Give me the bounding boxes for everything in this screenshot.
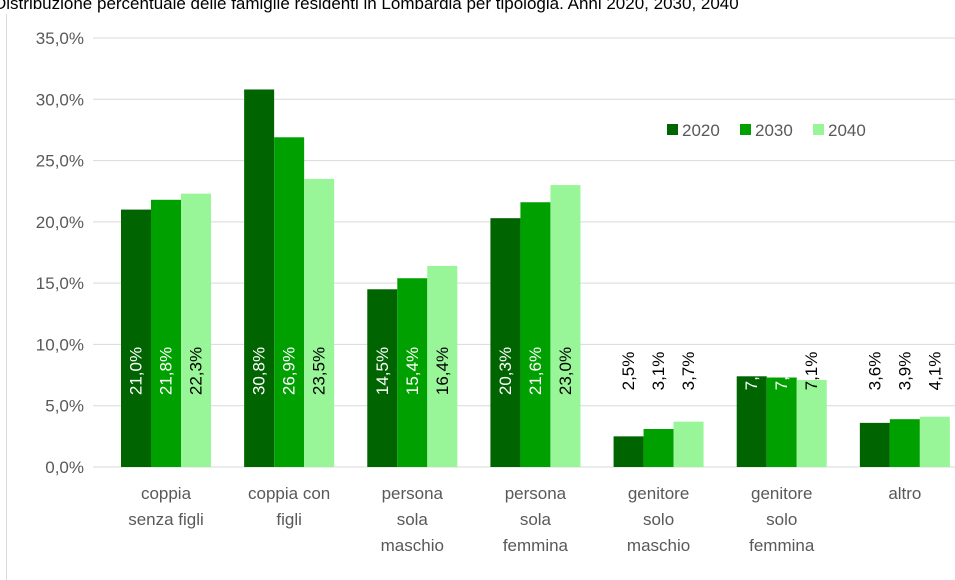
bar-2020 [367, 289, 398, 467]
legend-label: 2020 [682, 121, 720, 140]
data-label: 4,1% [925, 352, 944, 391]
data-label: 15,4% [403, 347, 422, 395]
data-label: 16,4% [433, 347, 452, 395]
y-tick-label: 0,0% [45, 458, 84, 477]
bar-2020 [859, 422, 890, 467]
y-tick-label: 25,0% [36, 152, 84, 171]
bar-2040 [304, 178, 335, 467]
data-label: 3,7% [679, 352, 698, 391]
data-label: 2,5% [619, 352, 638, 391]
x-axis-categories: coppia senza figli coppia con figli persona s… [128, 484, 921, 555]
legend-label: 2040 [828, 121, 866, 140]
category-label: genitore solo femmina [749, 484, 815, 555]
data-labels: 21,0% 30,8% 14,5% 20,3% 2,5% 7,4% 3,6% 21,8% 26,… [127, 347, 945, 395]
bar-2040 [550, 185, 581, 468]
y-tick-label: 5,0% [45, 397, 84, 416]
category-label: persona sola maschio [381, 484, 444, 555]
y-tick-label: 10,0% [36, 335, 84, 354]
data-label: 21,0% [127, 347, 146, 395]
bar-2030 [520, 202, 551, 467]
category-label: altro [888, 484, 921, 503]
data-label: 3,1% [649, 352, 668, 391]
y-tick-label: 30,0% [36, 90, 84, 109]
data-label: 23,5% [310, 347, 329, 395]
bar-2030 [766, 377, 797, 467]
bar-2030 [151, 199, 181, 467]
bar-2020 [244, 89, 275, 467]
bar-2030 [397, 278, 428, 467]
bar-2040 [427, 265, 458, 467]
data-label: 14,5% [373, 347, 392, 395]
data-label: 22,3% [187, 347, 206, 395]
category-label: persona sola femmina [503, 484, 569, 555]
category-label: coppia con figli [248, 484, 330, 529]
bars [121, 89, 950, 468]
bar-2020 [613, 436, 644, 467]
legend-label: 2030 [755, 121, 793, 140]
data-label: 21,6% [526, 347, 545, 395]
y-tick-label: 20,0% [36, 213, 84, 232]
chart-area-border [6, 14, 951, 580]
bar-2040 [796, 379, 827, 467]
category-label: genitore solo maschio [627, 484, 690, 555]
chart-title: Distribuzione percentuale delle famiglie… [0, 0, 739, 13]
bar-2030 [889, 419, 920, 467]
data-label: 21,8% [157, 347, 176, 395]
bar-2030 [274, 137, 305, 468]
data-label: 7,3% [772, 352, 791, 391]
category-label: coppia senza figli [128, 484, 204, 529]
data-label: 20,3% [496, 347, 515, 395]
bar-2020 [736, 376, 767, 467]
legend-swatch-2020 [667, 124, 678, 135]
data-label: 3,9% [895, 352, 914, 391]
data-label: 7,4% [742, 352, 761, 391]
bar-2040 [673, 421, 704, 467]
y-tick-label: 35,0% [36, 29, 84, 48]
data-label: 26,9% [280, 347, 299, 395]
bar-2040 [919, 416, 950, 467]
bar-2040 [181, 193, 211, 467]
data-label: 30,8% [250, 347, 269, 395]
data-label: 3,6% [865, 352, 884, 391]
legend-swatch-2030 [740, 124, 751, 135]
y-tick-label: 15,0% [36, 274, 84, 293]
data-label: 7,1% [802, 352, 821, 391]
bar-2020 [490, 218, 521, 467]
bar-2020 [121, 209, 151, 467]
legend-swatch-2040 [813, 124, 824, 135]
bar-2030 [643, 429, 674, 467]
y-axis-ticks: 0,0% 5,0% 10,0% 15,0% 20,0% 25,0% 30,0% 35,0% [36, 29, 84, 477]
legend: 2020 2030 2040 [667, 121, 866, 140]
data-label: 23,0% [556, 347, 575, 395]
